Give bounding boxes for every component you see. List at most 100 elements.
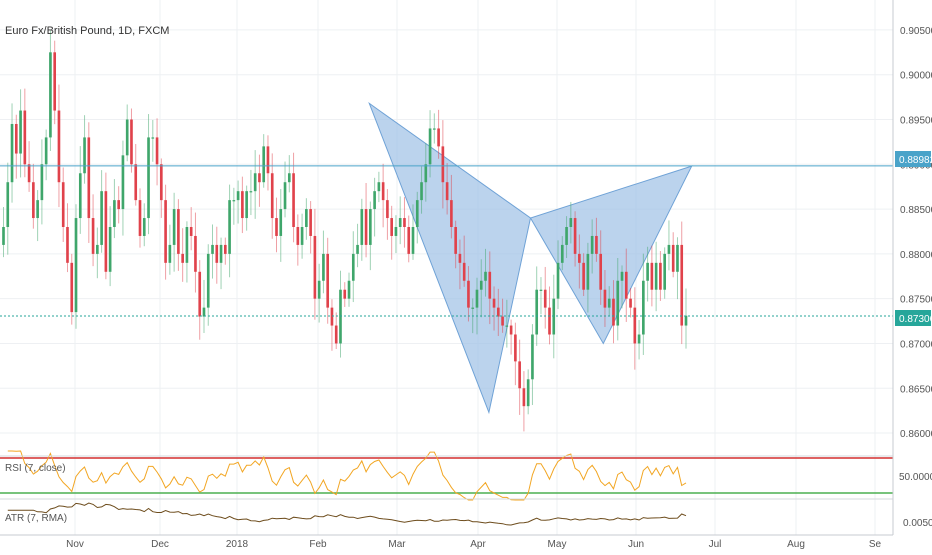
candle [228,184,231,278]
candle-body [249,191,253,193]
candle-body [172,209,176,245]
candle [334,312,338,350]
candle [488,251,492,325]
candle [91,194,95,267]
candle [83,115,86,184]
candle-body [578,253,581,263]
candle-body [411,227,415,254]
candle [462,235,466,287]
candle [287,155,291,193]
candle-body [194,235,197,272]
candle-body [531,334,534,380]
candle [96,227,99,279]
time-tick-label: May [548,539,567,550]
candle [390,205,393,260]
atr-tick: 0.0050 [903,518,932,529]
candle-body [223,244,227,254]
candle [586,242,590,313]
candle [573,211,577,267]
candle [305,198,308,240]
candle [138,188,142,248]
candle-body [253,173,257,192]
candle-body [309,209,312,236]
candle-body [543,289,547,308]
candle [620,265,624,309]
candle [590,219,594,274]
candle [616,258,620,341]
time-tick-label: Aug [787,539,805,550]
candle [407,215,411,263]
candle [403,197,406,248]
candle [654,241,658,312]
price-axis[interactable]: 0.905000.900000.895000.890000.885000.880… [900,26,932,440]
horizontal-lines[interactable] [0,165,893,317]
candle [364,182,368,258]
candle-body [624,271,628,299]
candle [560,236,564,271]
resistance-price-label: 0.88982 [899,155,932,166]
candle-body [279,209,283,236]
candle [441,120,445,209]
candle-body [211,244,214,254]
candle [356,223,359,268]
candle [381,163,385,228]
candle-body [398,218,402,228]
candle [398,196,402,245]
candle-body [66,227,69,263]
last-price-tag: 0.87306 [895,310,932,326]
candle-body [548,307,551,335]
candle-body [300,227,304,245]
candle-body [177,209,180,254]
candle-body [356,244,359,254]
candle-body [642,280,645,335]
candle [454,220,457,269]
candle-body [10,123,14,183]
candle-body [87,137,91,219]
candle [317,263,321,323]
candle [160,158,163,218]
candle-body [467,280,470,308]
candle-body [2,227,5,245]
time-tick-label: Apr [470,539,486,550]
candle-body [381,182,385,201]
candle-body [164,200,167,263]
candle [556,240,560,310]
rsi-series [7,450,687,501]
time-tick-label: Se [869,539,882,550]
candle-body [83,137,86,174]
candle-body [603,289,607,308]
candle-body [181,253,184,263]
candle-body [270,173,274,219]
candle [676,237,679,300]
candle [10,103,14,203]
candle-body [130,119,133,165]
candle [624,248,628,322]
candle [578,234,581,289]
candle-body [364,209,368,245]
candle-body [488,271,492,299]
candle [603,270,607,327]
candle-body [433,128,436,130]
candle [411,204,415,260]
time-axis[interactable]: Nov Dec 2018 Feb Mar Apr May Jun Jul Aug Se [66,539,881,550]
candle [134,143,138,206]
candle [27,141,31,192]
candle-body [441,146,445,183]
candle-body [160,164,163,201]
candle-body [437,128,440,147]
candle-body [330,307,334,326]
candle [543,266,547,329]
candle-body [322,253,325,281]
candle [49,30,52,151]
candle [249,169,253,216]
candle [595,217,598,262]
candle-body [684,315,688,326]
pattern-triangle-xab[interactable] [368,102,532,415]
candle-body [49,52,52,138]
candle [6,162,10,255]
candle [32,163,35,229]
